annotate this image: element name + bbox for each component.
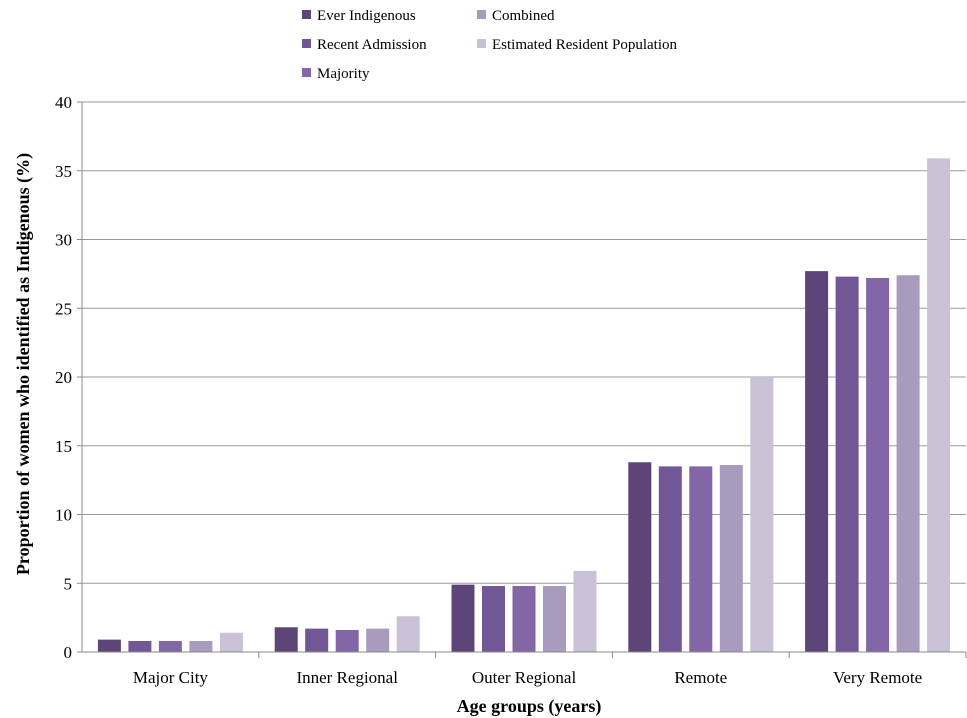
- bar: [628, 462, 652, 652]
- gridlines: [82, 101, 966, 584]
- legend: Ever Indigenous Recent Admission Majority C…: [302, 8, 677, 82]
- legend-item: Combined: [477, 8, 555, 24]
- bars: [97, 158, 951, 652]
- bar: [335, 630, 359, 652]
- x-tick-label: Major City: [133, 668, 209, 687]
- bar: [189, 641, 213, 652]
- bar: [128, 641, 152, 652]
- legend-swatch: [477, 39, 486, 48]
- bar: [482, 586, 505, 652]
- bar: [689, 466, 713, 652]
- bar: [835, 276, 859, 652]
- bar: [719, 465, 743, 652]
- legend-label: Ever Indigenous: [317, 8, 416, 24]
- legend-swatch: [302, 39, 311, 48]
- bar: [396, 616, 420, 652]
- y-tick-label: 15: [55, 437, 72, 456]
- bar: [896, 275, 920, 652]
- y-tick-label: 30: [55, 231, 72, 250]
- y-tick-label: 20: [55, 368, 72, 387]
- y-tick-label: 10: [55, 506, 72, 525]
- bar: [97, 639, 121, 652]
- legend-label: Majority: [317, 66, 370, 82]
- legend-item: Ever Indigenous: [302, 8, 416, 24]
- legend-label: Estimated Resident Population: [492, 37, 677, 53]
- y-tick-labels: 0 5 10 15 20 25 30 35 40: [55, 93, 72, 662]
- bar: [366, 628, 390, 652]
- bar: [543, 586, 566, 652]
- axes: [77, 101, 967, 658]
- x-tick-label: Outer Regional: [472, 668, 577, 687]
- legend-swatch: [302, 10, 311, 19]
- x-tick-label: Inner Regional: [296, 668, 398, 687]
- x-tick-labels: Major City Inner Regional Outer Regional Re…: [133, 668, 922, 687]
- bar: [219, 632, 243, 652]
- bar: [658, 466, 682, 652]
- y-tick-label: 0: [64, 643, 73, 662]
- y-tick-label: 35: [55, 162, 72, 181]
- y-tick-label: 25: [55, 299, 72, 318]
- bar: [305, 628, 329, 652]
- x-tick-label: Remote: [674, 668, 727, 687]
- bar: [750, 377, 774, 652]
- legend-item: Estimated Resident Population: [477, 37, 677, 53]
- x-tick-label: Very Remote: [833, 668, 922, 687]
- legend-item: Recent Admission: [302, 37, 427, 53]
- bar: [451, 584, 475, 652]
- bar: [158, 641, 182, 652]
- legend-label: Recent Admission: [317, 37, 427, 53]
- bar: [573, 570, 597, 652]
- bar: [805, 271, 829, 652]
- y-tick-label: 40: [55, 93, 72, 112]
- y-axis-title: Proportion of women who identified as In…: [13, 153, 34, 575]
- bar: [927, 158, 951, 652]
- bar: [866, 278, 890, 652]
- legend-swatch: [302, 68, 311, 77]
- bar: [274, 627, 298, 652]
- bar: [512, 586, 536, 652]
- legend-item: Majority: [302, 66, 370, 82]
- legend-swatch: [477, 10, 486, 19]
- legend-label: Combined: [492, 8, 555, 24]
- x-axis-title: Age groups (years): [457, 696, 602, 717]
- y-tick-label: 5: [64, 574, 73, 593]
